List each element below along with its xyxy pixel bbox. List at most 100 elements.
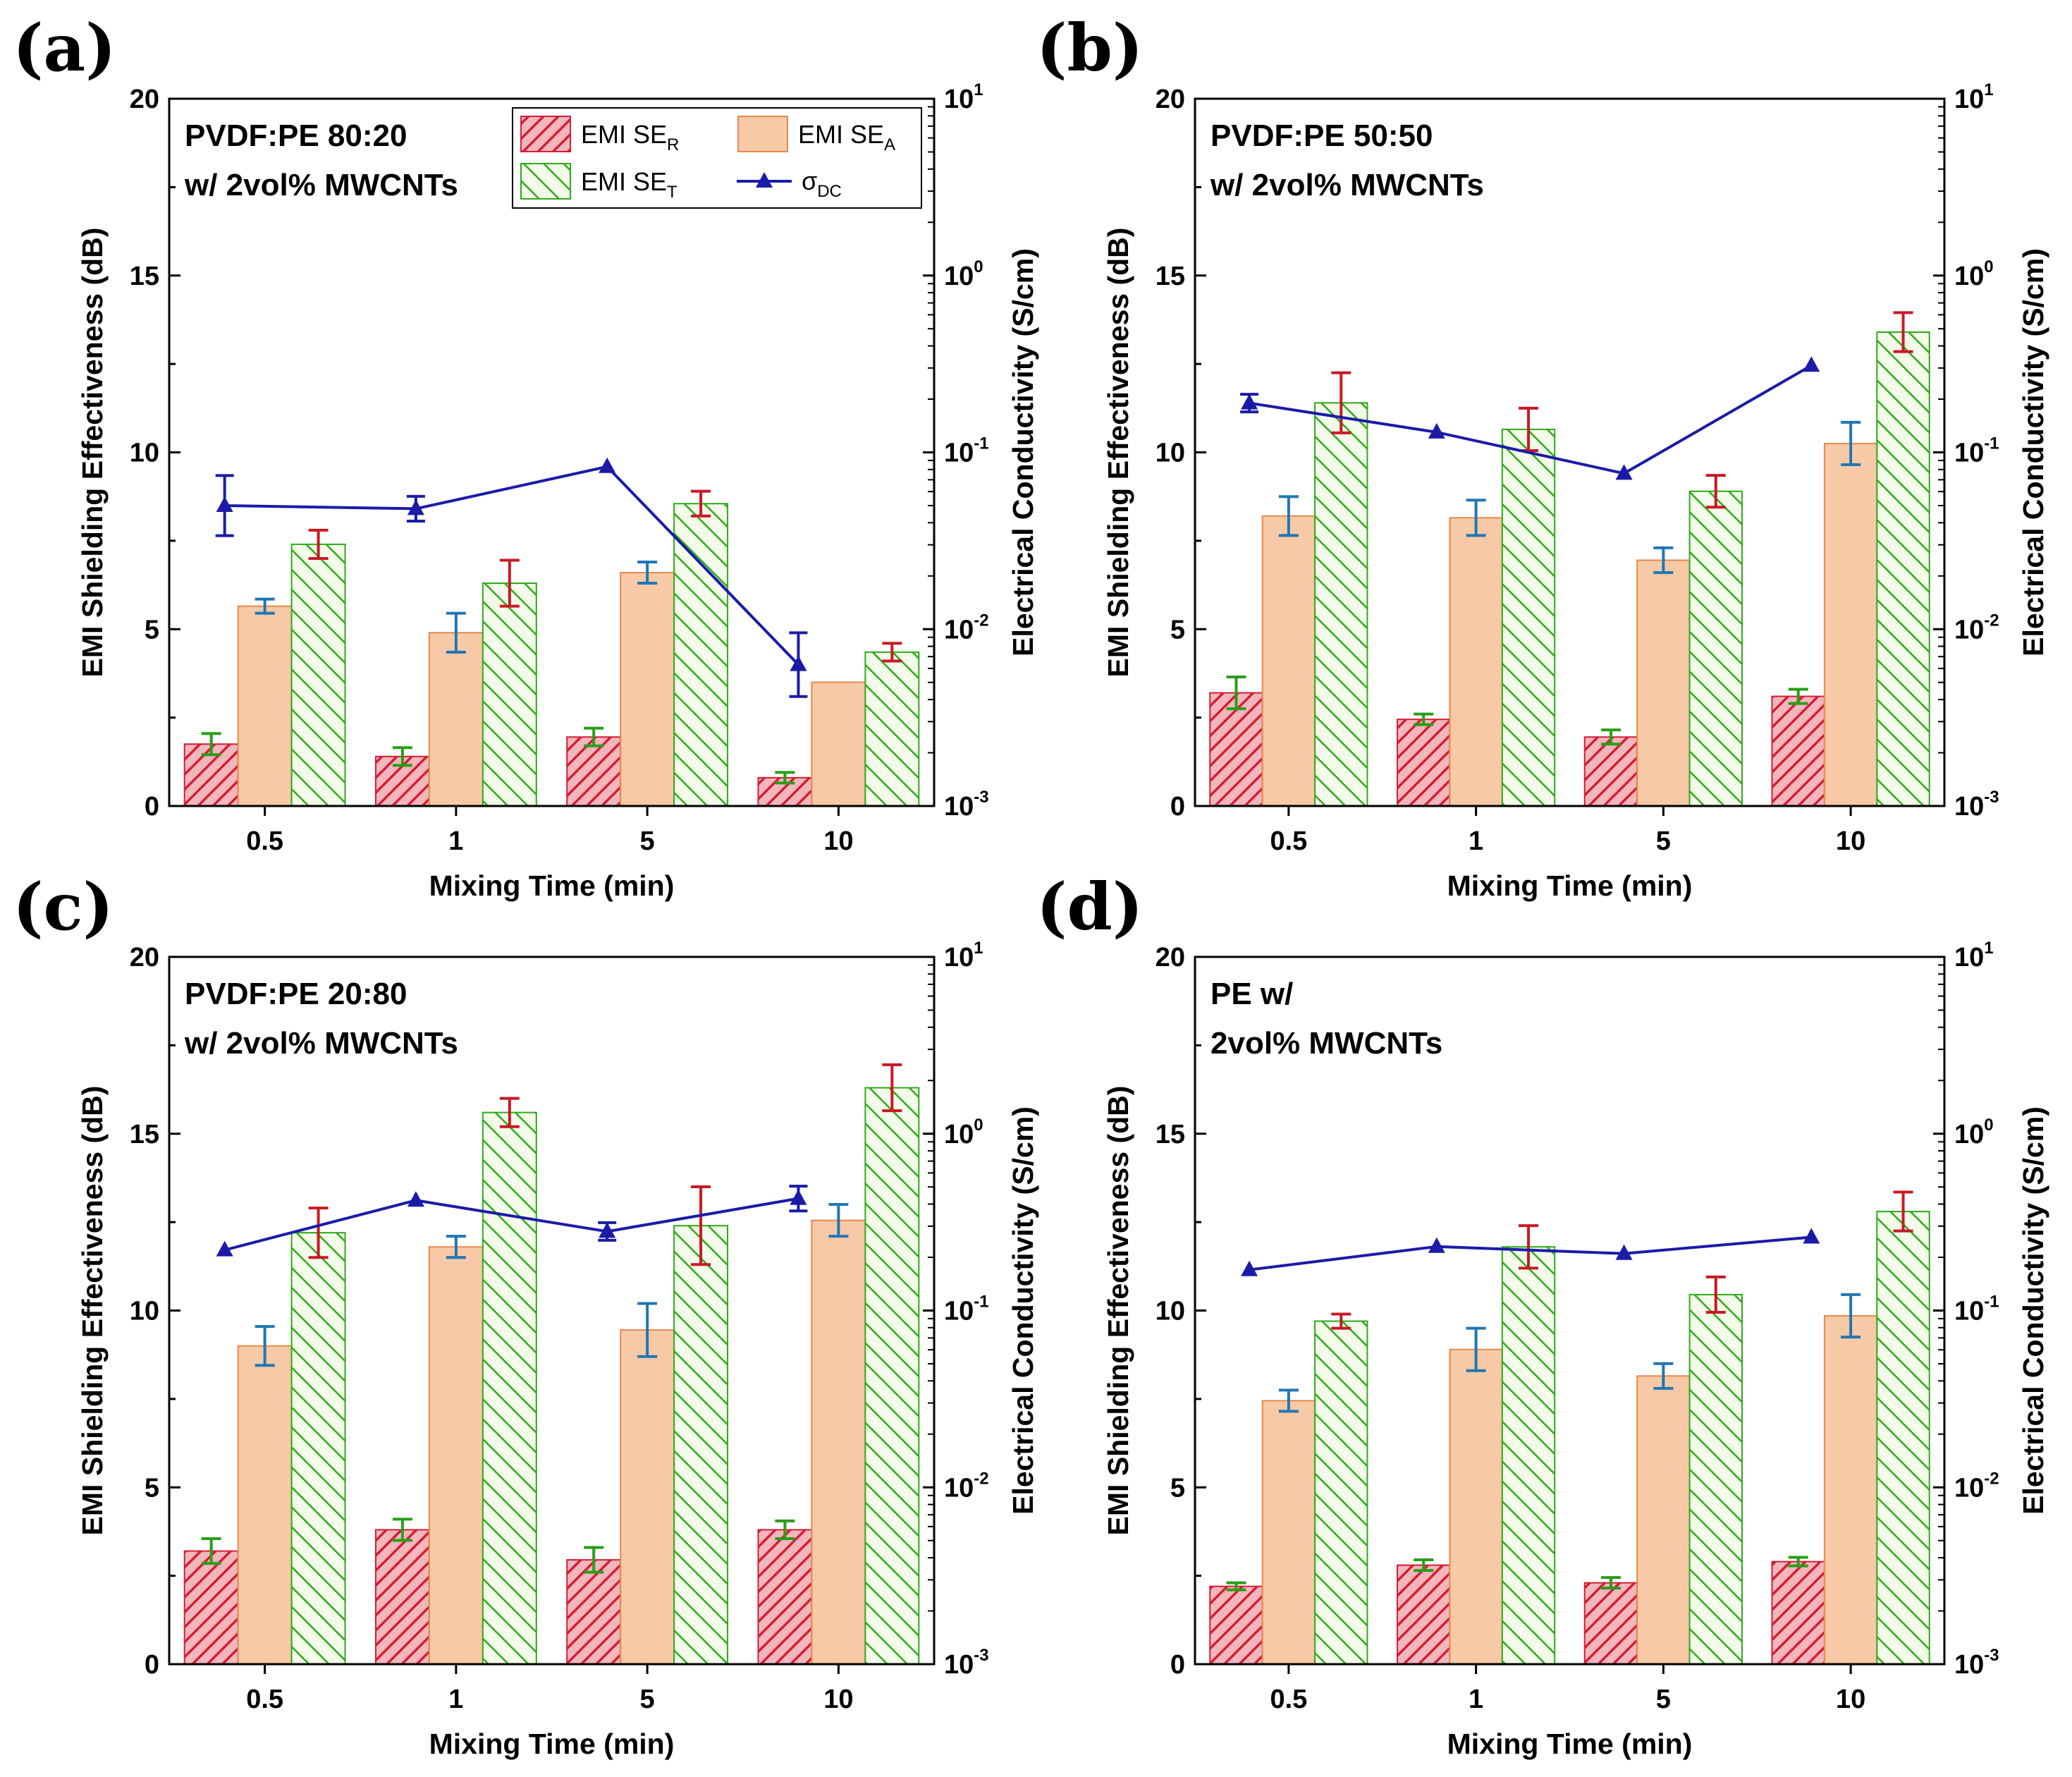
bar-se-a (1261, 1400, 1316, 1665)
legend-label-sdc: σDC (802, 166, 842, 201)
y2-tick-base: 10 (1954, 1473, 1984, 1503)
y-tick-label: 0 (145, 792, 159, 822)
bar-se-t (864, 1087, 920, 1666)
bar-se-r (183, 1550, 239, 1666)
bar-se-t (290, 543, 346, 807)
conductivity-point (1803, 1228, 1820, 1244)
y2-tick-base: 10 (944, 615, 974, 645)
y-tick-label: 0 (145, 1650, 159, 1680)
y2-tick-base: 10 (1954, 85, 1984, 114)
y2-tick-base: 10 (944, 1473, 974, 1503)
conductivity-point (790, 655, 807, 671)
bar-se-r (1397, 1564, 1451, 1666)
bar-se-t (290, 1232, 346, 1666)
y2-tick-base: 10 (1954, 615, 1984, 645)
y-tick-label: 10 (130, 439, 159, 468)
y2-tick-base: 10 (1954, 262, 1984, 291)
conductivity-point (407, 499, 424, 515)
bar-se-a (1636, 559, 1691, 807)
y-tick-label: 20 (130, 85, 159, 114)
conductivity-point (1241, 1260, 1258, 1276)
bar-se-r (1771, 695, 1825, 807)
legend-label-main: σ (802, 166, 817, 195)
y2-tick-base: 10 (1954, 1120, 1984, 1149)
y2-tick-base: 10 (944, 439, 974, 468)
legend-label-sub: A (884, 135, 895, 154)
y2-tick-base: 10 (944, 792, 974, 822)
legend-label-sub: R (667, 135, 679, 154)
bar-se-t (1876, 331, 1930, 807)
bar-se-a (428, 1246, 484, 1665)
y2-tick-base: 10 (944, 85, 974, 114)
x-tick-label: 10 (823, 1685, 853, 1714)
conductivity-point (1803, 356, 1820, 372)
y-tick-label: 5 (145, 1473, 159, 1503)
y2-tick-base: 10 (1954, 1297, 1984, 1326)
panel-annotation: w/ 2vol% MWCNTs (184, 1026, 458, 1061)
legend-label-main: EMI SE (581, 167, 667, 196)
bar-se-a (428, 632, 484, 807)
conductivity-line (224, 465, 799, 666)
panel-annotation: w/ 2vol% MWCNTs (1210, 168, 1484, 202)
y2-tick-label: 101 (1954, 80, 1994, 114)
y2-tick-exponent: -3 (974, 1646, 988, 1665)
y2-tick-label: 10-3 (1954, 1646, 1999, 1680)
y2-tick-base: 10 (1954, 1650, 1984, 1680)
bar-se-r (566, 736, 622, 807)
y2-tick-exponent: -2 (974, 1469, 988, 1488)
legend-label-sub: DC (817, 182, 842, 201)
x-tick-label: 0.5 (246, 826, 283, 856)
panel-annotation: PVDF:PE 20:80 (185, 977, 407, 1011)
y2-tick-base: 10 (1954, 792, 1984, 822)
y2-axis-title: Electrical Conductivity (S/cm) (1007, 248, 1039, 657)
conductivity-point (1615, 464, 1633, 480)
bar-se-a (811, 1219, 866, 1666)
panel-annotation: PE w/ (1210, 977, 1293, 1011)
bar-se-a (237, 1345, 293, 1666)
panel-letter: (d) (1036, 869, 1143, 945)
panel-annotation: PVDF:PE 50:50 (1210, 118, 1433, 153)
y-tick-label: 5 (145, 615, 159, 645)
conductivity-line (1249, 364, 1813, 475)
legend-label-sub: T (667, 183, 678, 202)
y-tick-label: 15 (1155, 1120, 1185, 1149)
x-tick-label: 0.5 (1270, 826, 1307, 856)
x-tick-label: 1 (448, 1685, 463, 1714)
y2-tick-label: 101 (944, 939, 983, 972)
conductivity-point (599, 1222, 616, 1238)
y2-tick-base: 10 (1954, 439, 1984, 468)
x-tick-label: 5 (640, 1685, 655, 1714)
y-tick-label: 20 (130, 943, 159, 972)
legend-swatch-set (520, 163, 571, 200)
bar-se-t (1501, 428, 1556, 807)
bar-se-a (237, 605, 293, 807)
panel-annotation: 2vol% MWCNTs (1210, 1026, 1442, 1061)
y-tick-label: 15 (130, 1120, 159, 1149)
bar-se-t (1314, 402, 1368, 807)
conductivity-point (1428, 422, 1445, 439)
y2-tick-base: 10 (944, 1120, 974, 1149)
bar-se-r (1771, 1561, 1825, 1665)
x-axis-title: Mixing Time (min) (1447, 869, 1693, 902)
bar-se-r (1583, 1582, 1638, 1666)
y-axis-title: EMI Shielding Effectiveness (dB) (76, 1086, 109, 1536)
conductivity-point (790, 1189, 807, 1205)
y2-axis-title: Electrical Conductivity (S/cm) (1007, 1106, 1039, 1515)
bar-se-r (757, 1529, 813, 1665)
y2-tick-label: 100 (944, 1116, 983, 1149)
bar-se-a (620, 572, 675, 807)
legend-marker-sdc (756, 172, 773, 188)
y2-tick-exponent: -1 (974, 1293, 988, 1312)
y2-tick-exponent: 0 (1984, 257, 1993, 276)
panel-letter: (c) (13, 869, 114, 945)
y2-axis-title: Electrical Conductivity (S/cm) (2017, 1106, 2049, 1515)
x-tick-label: 1 (1469, 826, 1483, 856)
y2-tick-label: 10-1 (1954, 1293, 1999, 1326)
x-tick-label: 0.5 (246, 1685, 283, 1714)
bar-se-r (566, 1559, 622, 1666)
y-axis-title: EMI Shielding Effectiveness (dB) (1102, 1086, 1134, 1536)
legend-label-main: EMI SE (798, 120, 884, 149)
